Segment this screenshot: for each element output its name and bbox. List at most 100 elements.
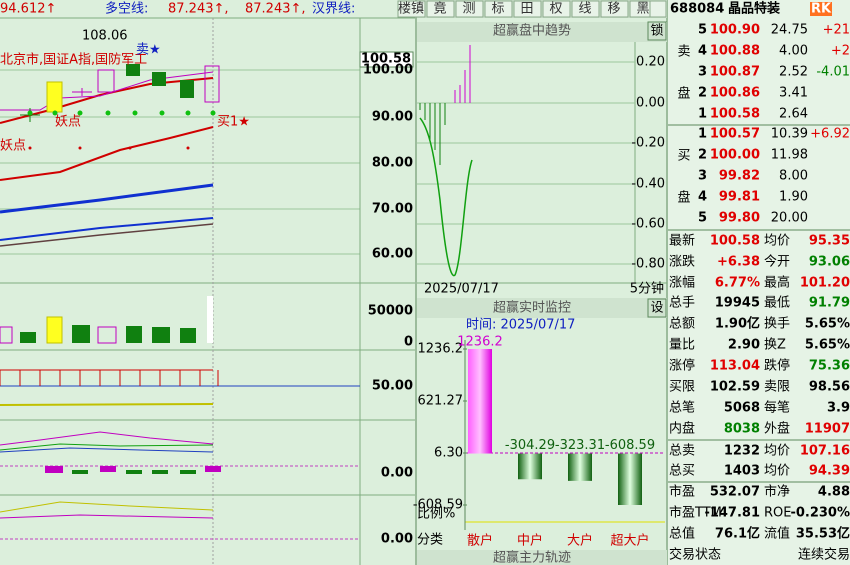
value-label: 1236.2 — [457, 335, 503, 350]
tab-label[interactable]: 黑 — [636, 2, 649, 17]
lock-button[interactable]: 锁 — [650, 23, 663, 39]
x-tick-label: 散户 — [467, 533, 493, 549]
stock-name: 晶品特装 — [728, 1, 780, 17]
tab-label[interactable]: 移 — [607, 2, 620, 17]
axis-label: 分类 — [417, 533, 443, 548]
time-label: 时间: 2025/07/17 — [466, 318, 575, 333]
tab-label[interactable]: 田 — [520, 2, 533, 17]
quote-value: 113.04 — [710, 359, 760, 374]
order-change: +21 — [823, 23, 850, 38]
indicator-text: 汉界线: — [312, 2, 355, 17]
quote-value: 6.77% — [715, 276, 760, 291]
tab-label[interactable]: 线 — [578, 2, 591, 17]
order-change: -4.01 — [816, 65, 850, 80]
quote-value: 35.53亿 — [796, 526, 850, 542]
quote-value: 1232 — [724, 444, 760, 459]
value-label: -608.59 — [605, 438, 655, 453]
x-tick-label: 超大户 — [610, 533, 649, 549]
side-label: 盘 — [677, 190, 690, 206]
annotation: 妖点 — [55, 115, 81, 130]
quote-label: 换手 — [764, 317, 790, 332]
quote-label: 涨停 — [669, 358, 695, 374]
quote-label: 最新 — [669, 233, 695, 249]
tab-button[interactable] — [426, 0, 455, 18]
order-volume: 2.52 — [779, 65, 808, 80]
quote-value: 102.59 — [710, 380, 760, 395]
price-label: 100.58 — [361, 52, 411, 67]
axis-label: 比例% — [417, 507, 455, 522]
tab-button[interactable] — [542, 0, 571, 18]
quote-value: 76.1亿 — [715, 526, 760, 542]
order-volume: 2.64 — [779, 107, 808, 122]
annotation: 卖★ — [136, 43, 161, 58]
nav-button[interactable] — [649, 0, 667, 18]
quote-value: 93.06 — [809, 255, 850, 270]
volume-tick-label: 50000 — [368, 304, 413, 319]
bar — [568, 453, 592, 481]
quote-label: 市盈 — [669, 484, 695, 500]
value-label: -304.29 — [505, 438, 555, 453]
y-tick-label: 70.00 — [372, 202, 413, 217]
order-price: 99.81 — [719, 190, 760, 205]
quote-value: 95.35 — [809, 234, 850, 249]
annotation: 买1★ — [217, 115, 250, 130]
quote-value: 连续交易 — [798, 547, 850, 563]
quote-value: 532.07 — [710, 485, 760, 500]
quote-label: 总手 — [669, 296, 695, 311]
quote-label: 卖限 — [764, 380, 790, 395]
tab-button[interactable] — [397, 0, 426, 18]
level-index: 2 — [698, 148, 707, 163]
quote-label: 均价 — [764, 464, 790, 479]
quote-label: 买限 — [669, 380, 695, 395]
level-index: 3 — [698, 65, 707, 80]
tab-label[interactable]: 测 — [462, 2, 475, 17]
tab-label[interactable]: 竟 — [433, 2, 446, 17]
quote-value: +6.38 — [717, 255, 760, 270]
quote-label: 跌停 — [764, 358, 790, 374]
order-volume: 10.39 — [771, 127, 808, 142]
tab-label[interactable]: 权 — [549, 1, 562, 17]
quote-value: 19945 — [715, 296, 760, 311]
quote-value: 8038 — [724, 422, 760, 437]
order-volume: 20.00 — [771, 211, 808, 226]
quote-label: 交易状态 — [669, 547, 721, 563]
bar — [468, 349, 492, 454]
quote-label: 外盘 — [764, 421, 790, 437]
tab-button[interactable] — [513, 0, 542, 18]
period-label: 5分钟 — [630, 281, 664, 297]
level-index: 3 — [698, 169, 707, 184]
tab-button[interactable] — [571, 0, 600, 18]
tab-button[interactable] — [600, 0, 629, 18]
order-volume: 4.00 — [779, 44, 808, 59]
quote-label: 市净 — [764, 484, 790, 500]
quote-label: 总卖 — [669, 444, 695, 459]
panel-title: 超赢盘中趋势 — [493, 23, 571, 39]
quote-label: 最低 — [764, 296, 790, 311]
order-volume: 1.90 — [779, 190, 808, 205]
y-tick-label: 1236.2 — [418, 342, 464, 357]
quote-value: 1.90亿 — [715, 316, 760, 332]
y-tick-label: 0.20 — [636, 55, 665, 70]
quote-label: 总买 — [669, 464, 695, 479]
quote-panel — [668, 0, 850, 565]
quote-label: 总笔 — [669, 400, 695, 416]
tab-label[interactable]: 楼镇 — [398, 2, 424, 17]
quote-value: -147.81 — [704, 506, 760, 521]
bar — [518, 453, 542, 480]
quote-label: ROE — [764, 506, 791, 521]
quote-label: 流值 — [764, 526, 790, 542]
quote-label: 总额 — [669, 317, 695, 332]
level-index: 5 — [698, 23, 707, 38]
settings-button[interactable]: 设 — [650, 301, 663, 316]
quote-value: 4.88 — [818, 485, 850, 500]
tab-label[interactable]: 标 — [491, 2, 504, 17]
tab-button[interactable] — [484, 0, 513, 18]
quote-value: -0.230% — [790, 506, 850, 521]
quote-label: 涨幅 — [669, 276, 695, 291]
quote-label: 每笔 — [764, 400, 790, 416]
tab-button[interactable] — [455, 0, 484, 18]
quote-value: 2.90 — [728, 338, 760, 353]
indicator-tick-label: 0.00 — [381, 532, 413, 547]
